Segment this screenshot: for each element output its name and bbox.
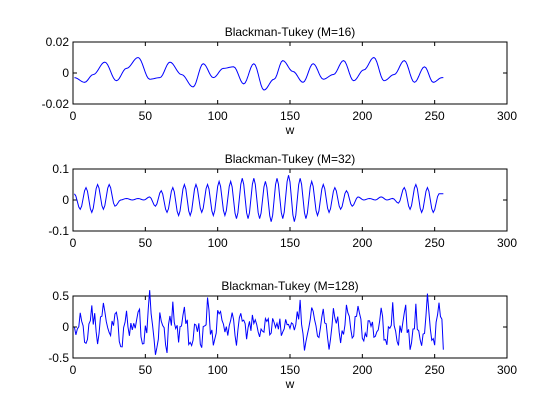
x-tick-label: 100 [208, 109, 228, 123]
x-tick-label: 50 [139, 363, 153, 377]
x-tick-label: 200 [352, 236, 372, 250]
series-line-1 [74, 56, 444, 91]
x-tick-label: 0 [70, 236, 77, 250]
y-tick-label: -0.02 [42, 97, 70, 111]
x-tick-label: 150 [280, 236, 300, 250]
x-tick-label: 300 [497, 236, 517, 250]
chart-title: Blackman-Tukey (M=128) [221, 279, 358, 293]
subplot-2: Blackman-Tukey (M=32) 0 50 100 150 200 250 300 -… [48, 152, 517, 250]
y-tick-label: 0.5 [52, 289, 69, 303]
x-tick-label: 100 [208, 363, 228, 377]
chart-title: Blackman-Tukey (M=16) [225, 25, 356, 39]
x-tick-label: 250 [425, 109, 445, 123]
x-axis-label: w [285, 123, 295, 137]
x-tick-label: 200 [352, 109, 372, 123]
axes-frame [72, 41, 508, 105]
y-tick-label: -0.5 [48, 351, 69, 365]
subplot-3: Blackman-Tukey (M=128) 0 50 100 150 200 250 300… [48, 279, 517, 391]
series-line-1 [74, 175, 444, 222]
y-tick-label: -0.1 [48, 224, 69, 238]
x-tick-label: 150 [280, 109, 300, 123]
x-axis-label: w [285, 377, 295, 391]
x-tick-label: 300 [497, 363, 517, 377]
x-tick-label: 0 [70, 363, 77, 377]
axes-frame [72, 168, 508, 232]
y-tick-label: 0 [62, 66, 69, 80]
subplot-panels: Blackman-Tukey (M=16) 0 50 100 150 200 250 300 -… [42, 25, 518, 391]
y-tick-label: 0 [62, 320, 69, 334]
chart-title: Blackman-Tukey (M=32) [225, 152, 356, 166]
x-tick-label: 200 [352, 363, 372, 377]
x-tick-label: 300 [497, 109, 517, 123]
x-tick-label: 50 [139, 236, 153, 250]
x-tick-label: 250 [425, 363, 445, 377]
x-tick-label: 150 [280, 363, 300, 377]
x-tick-label: 100 [208, 236, 228, 250]
subplot-1: Blackman-Tukey (M=16) 0 50 100 150 200 250 300 -… [42, 25, 518, 137]
x-tick-label: 250 [425, 236, 445, 250]
x-tick-label: 50 [139, 109, 153, 123]
y-tick-label: 0.1 [52, 162, 69, 176]
series-line-1 [73, 290, 444, 355]
y-tick-label: 0 [62, 193, 69, 207]
y-tick-label: 0.02 [46, 35, 70, 49]
x-tick-label: 0 [70, 109, 77, 123]
